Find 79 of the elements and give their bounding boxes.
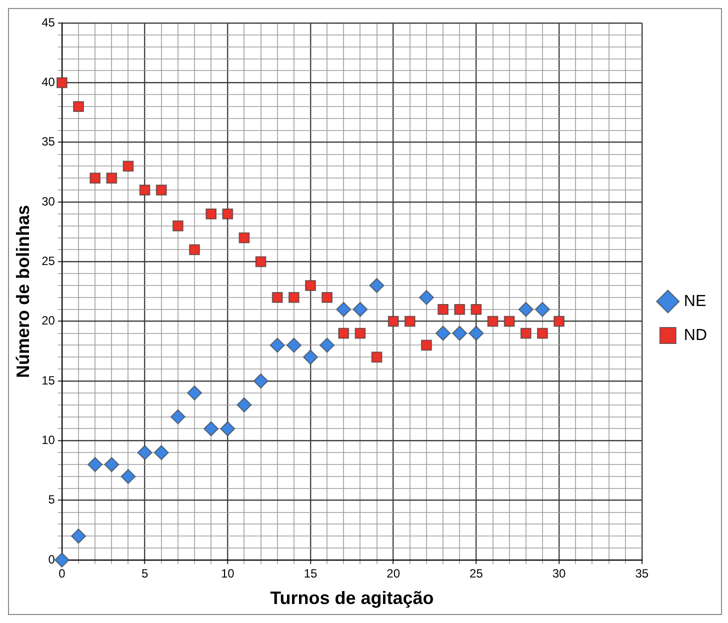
point bbox=[222, 208, 234, 220]
x-tick-label: 25 bbox=[470, 566, 484, 581]
y-tick-label: 20 bbox=[42, 314, 56, 328]
point bbox=[352, 302, 368, 317]
point bbox=[189, 244, 200, 256]
point bbox=[88, 457, 103, 472]
point bbox=[404, 316, 416, 327]
point bbox=[336, 302, 352, 317]
point bbox=[288, 292, 300, 303]
point bbox=[272, 292, 283, 303]
point bbox=[305, 280, 316, 291]
point bbox=[204, 421, 219, 436]
point bbox=[452, 326, 468, 341]
point bbox=[369, 278, 384, 294]
point bbox=[470, 304, 482, 315]
point bbox=[537, 328, 548, 339]
y-tick-label: 35 bbox=[42, 134, 56, 149]
y-axis-title: Número de bolinhas bbox=[12, 204, 33, 378]
point bbox=[104, 457, 120, 472]
point bbox=[418, 290, 434, 305]
point bbox=[302, 350, 318, 365]
point bbox=[468, 326, 484, 341]
point bbox=[137, 445, 152, 460]
point bbox=[206, 208, 217, 220]
x-tick-label: 35 bbox=[635, 566, 649, 581]
x-tick-label: 5 bbox=[141, 566, 148, 581]
point bbox=[554, 316, 564, 327]
x-axis-title: Turnos de agitação bbox=[270, 588, 434, 608]
point bbox=[320, 338, 335, 353]
point bbox=[54, 552, 70, 568]
y-tick-label: 30 bbox=[42, 194, 56, 208]
y-tick-label: 0 bbox=[48, 552, 56, 566]
point bbox=[438, 304, 449, 315]
point bbox=[236, 397, 252, 412]
point bbox=[534, 302, 550, 317]
point bbox=[120, 468, 136, 484]
x-tick-label: 30 bbox=[552, 566, 566, 581]
y-tick-label: 40 bbox=[42, 74, 56, 89]
y-tick-label: 15 bbox=[42, 373, 56, 388]
point bbox=[238, 232, 250, 244]
point bbox=[154, 445, 169, 460]
legend-label: NE bbox=[684, 292, 706, 310]
point bbox=[170, 409, 186, 424]
x-tick-label: 0 bbox=[58, 566, 66, 581]
point bbox=[255, 256, 266, 268]
point bbox=[172, 220, 184, 232]
point bbox=[436, 326, 451, 341]
point bbox=[322, 292, 333, 303]
point bbox=[454, 304, 466, 315]
point bbox=[156, 184, 167, 196]
x-tick-label: 20 bbox=[386, 566, 400, 581]
point bbox=[371, 352, 382, 363]
point bbox=[122, 160, 134, 172]
y-tick-label: 10 bbox=[42, 432, 56, 447]
point bbox=[286, 338, 302, 353]
y-tick-label: 45 bbox=[42, 15, 56, 30]
point bbox=[504, 316, 515, 327]
point bbox=[106, 172, 118, 184]
point bbox=[518, 302, 534, 317]
point bbox=[220, 421, 236, 436]
point bbox=[139, 184, 150, 196]
y-tick-label: 25 bbox=[42, 254, 56, 268]
point bbox=[338, 328, 350, 339]
point bbox=[270, 338, 285, 353]
point bbox=[487, 316, 498, 327]
legend-label: ND bbox=[684, 326, 707, 344]
point bbox=[90, 172, 101, 184]
point bbox=[73, 101, 84, 112]
point bbox=[56, 77, 68, 88]
x-tick-label: 15 bbox=[304, 566, 318, 581]
point bbox=[388, 316, 399, 327]
point bbox=[187, 385, 202, 400]
x-tick-label: 10 bbox=[220, 566, 235, 581]
point bbox=[520, 328, 532, 339]
point bbox=[253, 374, 268, 388]
point bbox=[71, 528, 86, 544]
y-tick-label: 5 bbox=[48, 492, 56, 507]
point bbox=[421, 340, 432, 351]
point bbox=[354, 328, 366, 339]
